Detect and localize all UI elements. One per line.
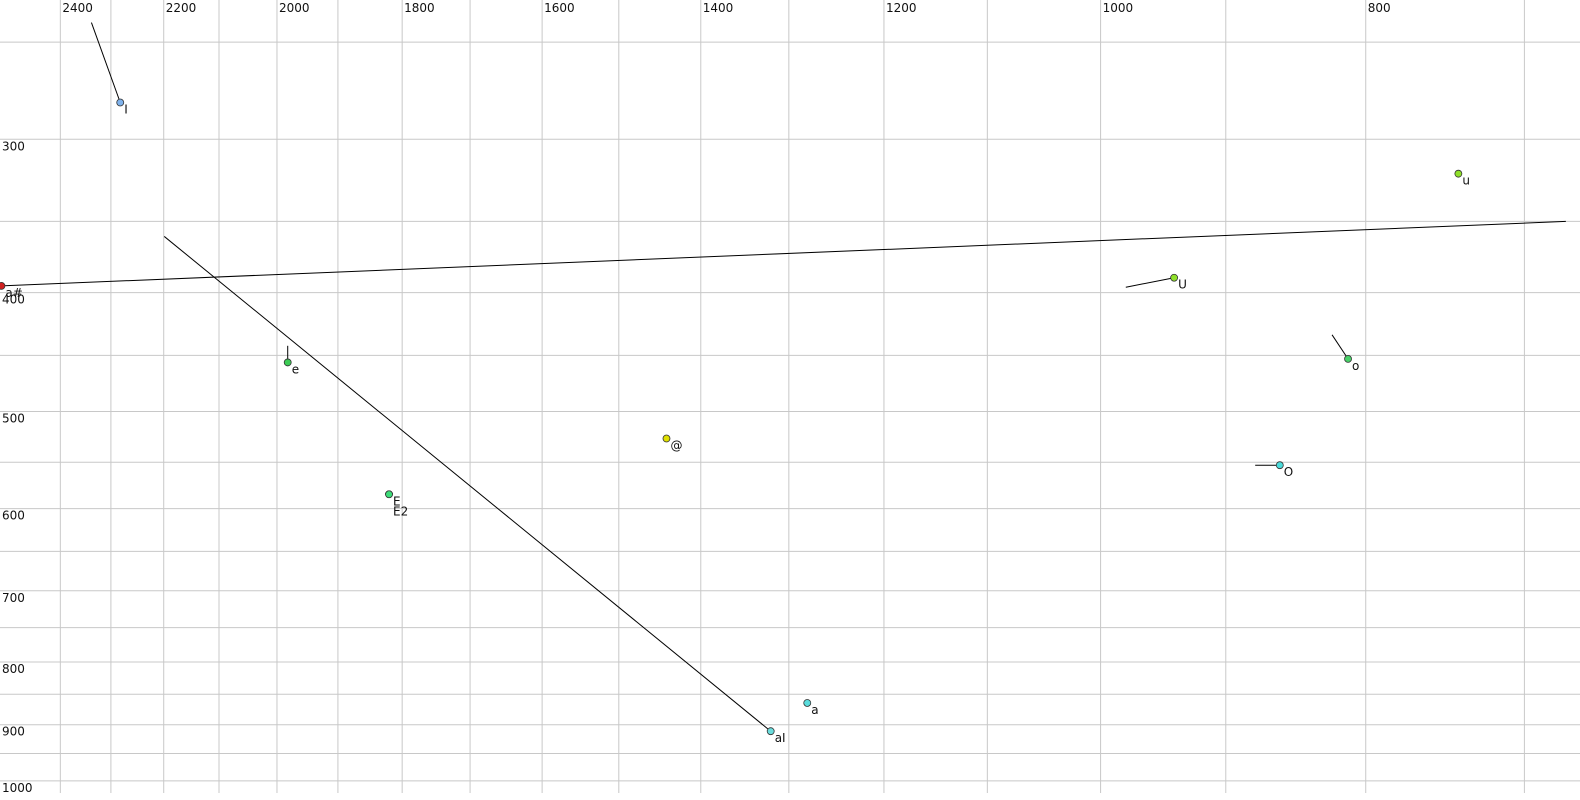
point: [283, 358, 292, 367]
point-label: E2: [393, 504, 408, 518]
point-label: I: [124, 103, 128, 117]
point-label: @: [670, 439, 682, 453]
x-tick-label: 1600: [544, 1, 575, 15]
x-tick-label: 2400: [62, 1, 93, 15]
point-label: U: [1178, 278, 1187, 292]
y-tick-label: 300: [2, 139, 25, 153]
trajectory-line: [163, 236, 772, 732]
y-tick-label: 1000: [2, 781, 33, 795]
point: [0, 281, 6, 290]
point-label: a: [811, 703, 818, 717]
point: [1275, 461, 1284, 470]
point-label: aI: [775, 731, 786, 745]
x-tick-label: 1400: [703, 1, 734, 15]
trajectory-line: [1, 220, 1566, 287]
point: [662, 434, 671, 443]
x-tick-label: 1200: [886, 1, 917, 15]
point-label: e: [292, 362, 299, 376]
trajectory-line: [1331, 334, 1349, 360]
point: [116, 98, 125, 107]
point-label: O: [1284, 465, 1293, 479]
y-tick-label: 800: [2, 662, 25, 676]
point-label: a#: [5, 286, 22, 300]
point: [1344, 354, 1352, 363]
point: [1454, 169, 1463, 178]
y-tick-label: 500: [2, 412, 25, 426]
point: [1170, 273, 1179, 282]
point-label: E: [393, 494, 401, 508]
y-tick-label: 400: [2, 293, 25, 307]
trajectory-line: [1125, 277, 1175, 288]
point-label: o: [1352, 359, 1359, 373]
point: [803, 699, 812, 707]
x-tick-label: 2200: [166, 1, 197, 15]
y-tick-label: 600: [2, 509, 25, 523]
x-tick-label: 800: [1368, 1, 1391, 15]
point: [385, 490, 393, 499]
x-tick-label: 1000: [1103, 1, 1134, 15]
y-tick-label: 900: [2, 725, 25, 739]
x-tick-label: 1800: [404, 1, 435, 15]
trajectory-line: [90, 22, 121, 103]
x-tick-label: 2000: [279, 1, 310, 15]
point: [766, 727, 775, 736]
point-label: u: [1462, 174, 1470, 188]
y-tick-label: 700: [2, 591, 25, 605]
